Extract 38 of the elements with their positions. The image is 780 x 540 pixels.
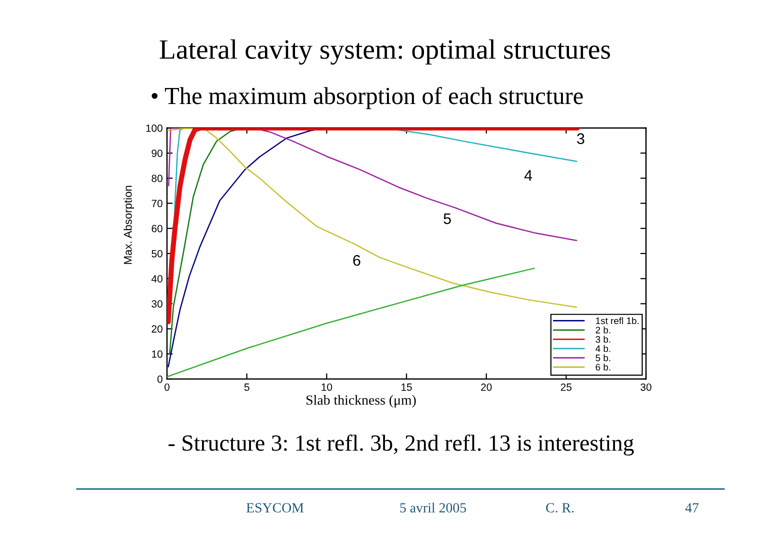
- y-tick-label: 60: [152, 224, 162, 232]
- x-tick-label: 20: [481, 383, 492, 391]
- text: 47: [685, 503, 699, 512]
- y-axis-title: Max. Absorption: [124, 186, 134, 264]
- annotation: 3: [577, 133, 584, 144]
- y-tick-label: 20: [152, 325, 162, 333]
- y-tick-label: 30: [152, 300, 162, 308]
- x-tick-label: 25: [560, 383, 572, 391]
- y-tick-label: 10: [152, 350, 162, 358]
- y-tick-label: 0: [157, 376, 162, 383]
- legend-label: 2 b.: [596, 326, 610, 334]
- legend-label: 6 b.: [596, 364, 610, 371]
- line-series: [167, 268, 535, 378]
- text: C. R.: [546, 503, 574, 513]
- annotation: 4: [524, 170, 532, 181]
- y-tick-label: 50: [152, 250, 162, 258]
- chart-title: Lateral cavity system: optimal structures: [160, 39, 610, 65]
- y-tick-label: 70: [152, 200, 162, 208]
- legend-label: 4 b.: [596, 345, 610, 352]
- annotation: 6: [353, 254, 360, 266]
- y-tick-label: 40: [151, 275, 162, 282]
- legend-label: 1st refl 1b.: [596, 317, 639, 324]
- text: 5 avril 2005: [400, 502, 466, 512]
- x-axis-title: Slab thickness (μm): [306, 395, 416, 408]
- x-tick-label: 15: [402, 384, 412, 391]
- chart-subtitle: • The maximum absorption of each structure: [152, 86, 583, 110]
- text: - Structure 3: 1st refl. 3b, 2nd refl. 13 is interesting: [168, 434, 634, 456]
- y-tick-label: 90: [152, 150, 162, 157]
- x-tick-label: 5: [244, 384, 250, 391]
- legend-label: 3 b.: [596, 336, 610, 343]
- x-tick-label: 30: [640, 383, 652, 391]
- legend-label: 5 b.: [596, 354, 610, 362]
- y-tick-label: 80: [152, 174, 162, 182]
- x-tick-label: 10: [322, 383, 332, 391]
- text: ESYCOM: [246, 503, 304, 512]
- x-tick-label: 0: [164, 383, 170, 391]
- y-tick-label: 100: [146, 124, 162, 132]
- annotation: 5: [444, 213, 451, 224]
